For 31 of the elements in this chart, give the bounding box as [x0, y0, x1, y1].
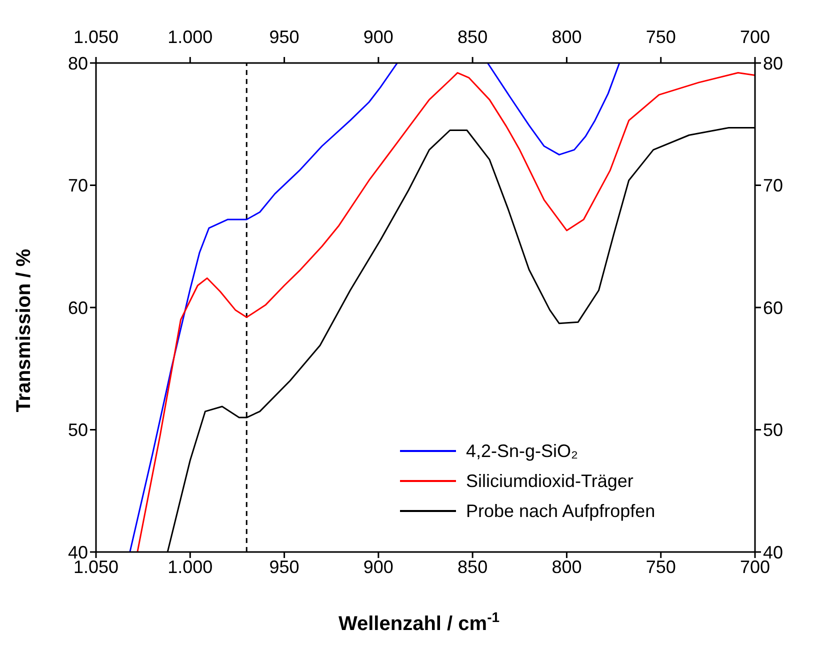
x2-tick-label: 950: [269, 27, 300, 47]
x-tick-label: 900: [363, 556, 394, 577]
y2-tick-label: 70: [763, 176, 784, 196]
line-series: [486, 63, 620, 156]
x2-tick-label: 750: [646, 27, 676, 47]
y-tick-label: 50: [68, 420, 88, 440]
legend-label: Siliciumdioxid-Träger: [466, 470, 634, 493]
x-tick-label: 850: [458, 556, 488, 577]
x-tick-label: 950: [269, 556, 300, 577]
y2-tick-label: 60: [763, 298, 784, 318]
x-tick-label: 700: [740, 556, 770, 577]
line-series: [136, 72, 755, 552]
x2-tick-label: 900: [363, 27, 394, 47]
x2-tick-label: 850: [458, 27, 488, 47]
x2-tick-label: 700: [740, 27, 770, 47]
y2-tick-label: 80: [763, 53, 784, 74]
x2-tick-label: 800: [552, 27, 582, 47]
x-tick-label: 750: [646, 556, 676, 577]
legend-label: 4,2-Sn-g-SiO₂: [466, 440, 578, 463]
x-tick-label: 800: [552, 556, 582, 577]
x2-tick-label: 1.000: [168, 27, 213, 47]
x-axis-title: Wellenzahl / cm$^{-1}$: [338, 609, 500, 635]
y2-tick-label: 50: [763, 420, 784, 440]
y-tick-label: 80: [68, 53, 88, 74]
y-tick-label: 60: [68, 298, 88, 318]
y-axis-title: Transmission / %: [13, 248, 35, 412]
x-tick-label: 1.000: [168, 556, 213, 577]
y-tick-label: 70: [68, 176, 88, 196]
legend-label: Probe nach Aufpfropfen: [466, 500, 656, 523]
x2-tick-label: 1.050: [73, 27, 119, 47]
line-series: [129, 63, 398, 552]
